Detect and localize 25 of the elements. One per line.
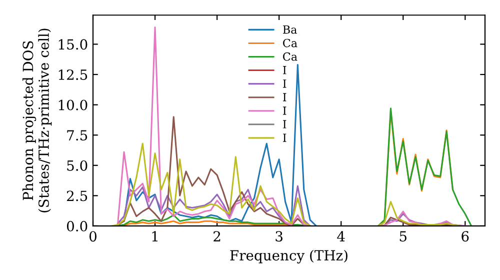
x-axis-title: Frequency (THz) [230,250,348,264]
x-tick-label: 3 [276,231,282,242]
x-tick-label: 6 [462,231,469,242]
legend-label: Ca [283,38,298,48]
y-tick-label: 5.0 [67,160,88,171]
legend-label: Ca [283,52,298,61]
x-tick-label: 4 [337,231,345,242]
y-tick-label: 10.0 [58,100,88,110]
y-tick-label: 7.5 [67,130,88,141]
x-tick-label: 0 [89,231,96,242]
y-tick-label: 2.5 [66,190,88,202]
legend-label: I [283,93,286,102]
y-axis-title: Phonon projected DOS (States/THz·primitive cell) [22,28,52,212]
x-tick-label: 5 [400,231,406,242]
legend-label: I [283,106,286,115]
legend-label: Ba [283,25,297,34]
y-tick-label: 12.5 [58,69,88,80]
legend-label: I [283,120,286,128]
y-tick-label: 0.0 [66,220,88,232]
y-tick-label: 15.0 [58,39,88,50]
legend-label: I [283,134,286,142]
legend-label: I [283,80,286,88]
x-tick-label: 2 [214,231,220,242]
legend-label: I [283,66,286,74]
x-tick-label: 1 [152,231,158,242]
